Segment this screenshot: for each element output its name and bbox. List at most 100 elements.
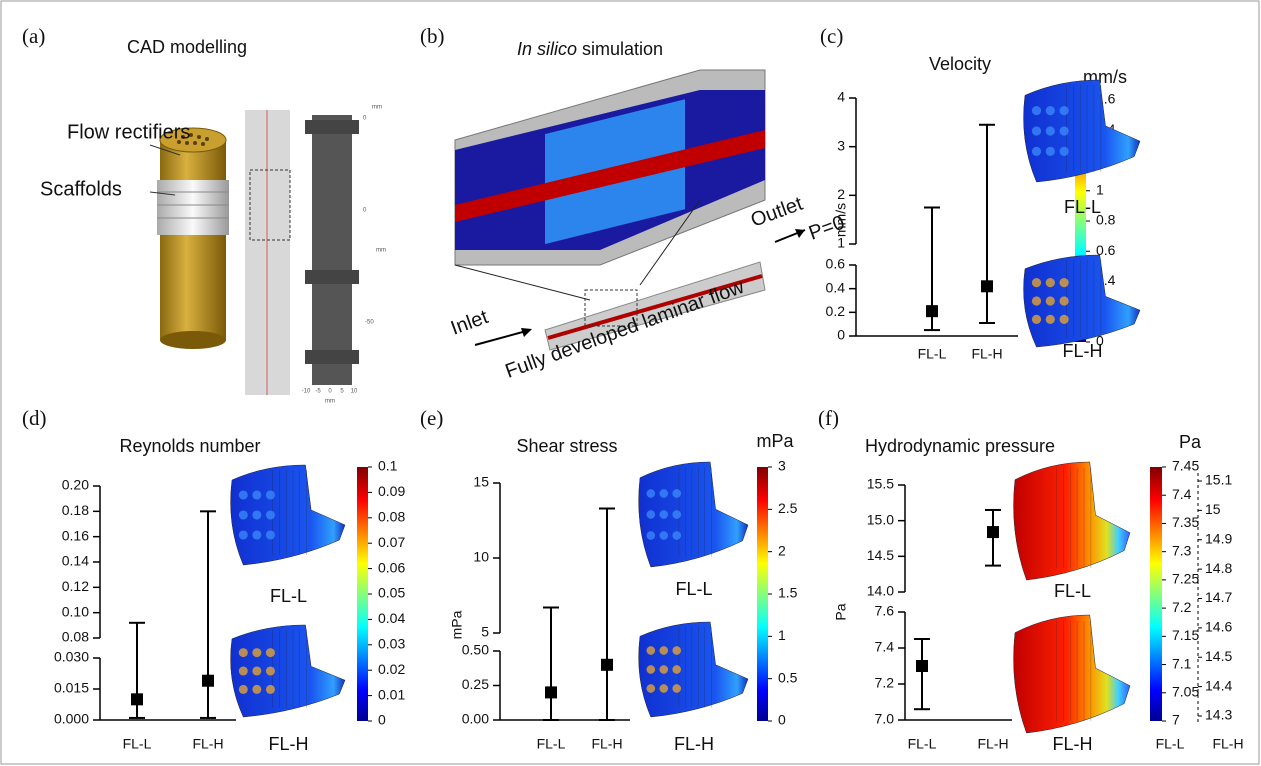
inlet-label: Inlet: [448, 306, 491, 340]
colorbar: [1150, 467, 1162, 721]
colorbar-title: mPa: [756, 431, 794, 451]
colorbar-tick-label: 0.02: [378, 661, 405, 677]
rendering-pore: [252, 510, 262, 520]
rendering-pore: [265, 684, 275, 694]
arrowhead: [521, 328, 532, 337]
device-flow: [547, 274, 763, 340]
colorbar-tick-label: 0.5: [778, 669, 798, 685]
colorbar-tick-label: 14.6: [1205, 619, 1232, 635]
colorbar-tick-label: 0.09: [378, 483, 405, 499]
rendering-pore: [252, 684, 262, 694]
mean-marker: [987, 526, 999, 539]
colorbar-tick-label: 0.05: [378, 585, 405, 601]
colorbar-tick-label: 1: [778, 627, 786, 643]
rendering-pore: [646, 531, 656, 540]
colorbar-tick-label: 0.6: [1096, 242, 1116, 258]
y-tick-label: 14.0: [867, 583, 894, 599]
rendering-pore: [252, 666, 262, 676]
cad-tick: 5: [340, 389, 344, 395]
rendering: [638, 461, 749, 568]
y-tick-label: 0.015: [54, 680, 89, 696]
x-tick-label: FL-H: [977, 736, 1008, 752]
y-tick-label: 7.6: [875, 603, 895, 619]
rendering-label: FL-L: [1054, 581, 1091, 601]
rendering-pore: [1059, 126, 1069, 136]
y-tick-label: 0.000: [54, 711, 89, 727]
colorbar-tick-label: 7.2: [1172, 599, 1192, 615]
mean-marker: [131, 693, 143, 706]
rendering-pore: [238, 510, 248, 520]
y-tick-label: 0.18: [62, 502, 89, 518]
panel-label: (c): [820, 24, 843, 48]
zoom-box: [584, 289, 638, 327]
rendering-pore: [1045, 146, 1055, 156]
cylinder-base: [160, 331, 226, 349]
panel-label: (b): [420, 24, 445, 48]
y-tick-label: 7.0: [875, 711, 895, 727]
y-tick-label: 7.4: [875, 639, 895, 655]
colorbar-label: FL-L: [1156, 736, 1185, 752]
rendering-pore: [1059, 296, 1069, 306]
mesh-flange: [305, 270, 359, 284]
chart: (d)Reynolds number0.0000.0150.0300.080.1…: [22, 406, 405, 754]
x-tick-label: FL-L: [918, 346, 947, 362]
y-tick-label: 2: [837, 186, 845, 202]
rendering-pore: [659, 510, 669, 519]
rendering-pore: [672, 489, 682, 498]
y-tick-label: 0.08: [62, 629, 89, 645]
panel-label: (e): [420, 406, 443, 430]
rendering-pore: [238, 648, 248, 658]
cad-tick: 10: [351, 389, 358, 395]
panel-title: CAD modelling: [127, 37, 247, 57]
panel-a: (a) CAD modelling Flow rectifiers Scaffo…: [22, 24, 386, 405]
rendering-pore: [659, 646, 669, 655]
cad-tick: 0: [328, 389, 332, 395]
colorbar: [757, 467, 768, 721]
x-tick-label: FL-H: [971, 346, 1002, 362]
y-axis-label: Pa: [833, 603, 849, 620]
rendering: [1023, 254, 1141, 348]
colorbar-tick-label: 1: [1096, 181, 1104, 197]
rendering-pore: [252, 530, 262, 540]
rendering-pore: [672, 531, 682, 540]
y-tick-label: 0.10: [62, 603, 89, 619]
rendering-pore: [1059, 314, 1069, 324]
y-tick-label: 0: [837, 327, 845, 343]
colorbar-tick-label: 7.45: [1172, 458, 1199, 474]
rendering-pore: [646, 646, 656, 655]
rendering: [1013, 461, 1131, 581]
cad-unit: mm: [372, 105, 382, 111]
y-tick-label: 0.00: [462, 711, 489, 727]
colorbar: [1075, 100, 1086, 342]
y-tick-label: 1: [837, 235, 845, 251]
y-tick-label: 0.16: [62, 527, 89, 543]
rendering-label: FL-L: [675, 579, 712, 599]
colorbar-tick-label: 0: [778, 712, 786, 728]
rendering-label: FL-H: [269, 734, 309, 754]
rendering: [638, 621, 749, 718]
rendering-pore: [238, 666, 248, 676]
colorbar-tick-label: 15.1: [1205, 472, 1232, 488]
rendering-pore: [1045, 126, 1055, 136]
rendering-pore: [265, 530, 275, 540]
colorbar-tick-label: 7: [1172, 712, 1180, 728]
y-tick-label: 15.5: [867, 476, 894, 492]
rendering-label: FL-H: [674, 734, 714, 754]
colorbar-tick-label: 14.7: [1205, 589, 1232, 605]
colorbar-tick-label: 3: [778, 458, 786, 474]
x-tick-label: FL-H: [192, 736, 223, 752]
y-tick-label: 3: [837, 137, 845, 153]
mean-marker: [202, 674, 214, 687]
y-tick-label: 0.030: [54, 649, 89, 665]
rendering-label: FL-H: [1063, 341, 1103, 361]
colorbar-tick-label: 7.35: [1172, 514, 1199, 530]
y-tick-label: 15: [473, 474, 489, 490]
panel-label: (a): [22, 24, 45, 48]
mean-marker: [981, 280, 993, 293]
colorbar-tick-label: 0.07: [378, 534, 405, 550]
colorbar-tick-label: 0.1: [378, 458, 398, 474]
ring-lines: [157, 191, 229, 219]
colorbar-tick-label: 14.5: [1205, 648, 1232, 664]
rendering-pore: [1045, 296, 1055, 306]
